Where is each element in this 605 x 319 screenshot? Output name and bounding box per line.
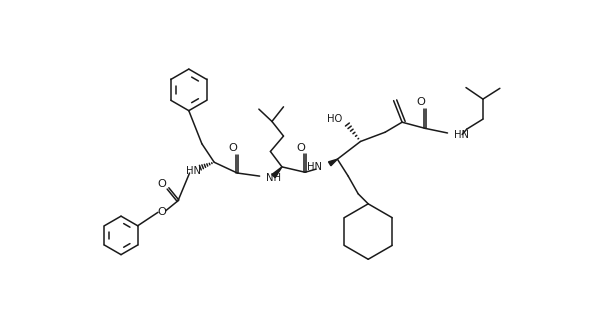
Polygon shape — [272, 167, 282, 178]
Text: O: O — [157, 206, 166, 217]
Text: O: O — [416, 97, 425, 107]
Text: HO: HO — [327, 114, 342, 124]
Text: O: O — [296, 143, 305, 152]
Text: O: O — [228, 143, 237, 153]
Polygon shape — [329, 159, 338, 166]
Text: HN: HN — [307, 162, 322, 172]
Text: NH: NH — [266, 174, 281, 183]
Text: HN: HN — [186, 166, 201, 176]
Text: O: O — [157, 179, 166, 189]
Text: HN: HN — [454, 130, 469, 139]
